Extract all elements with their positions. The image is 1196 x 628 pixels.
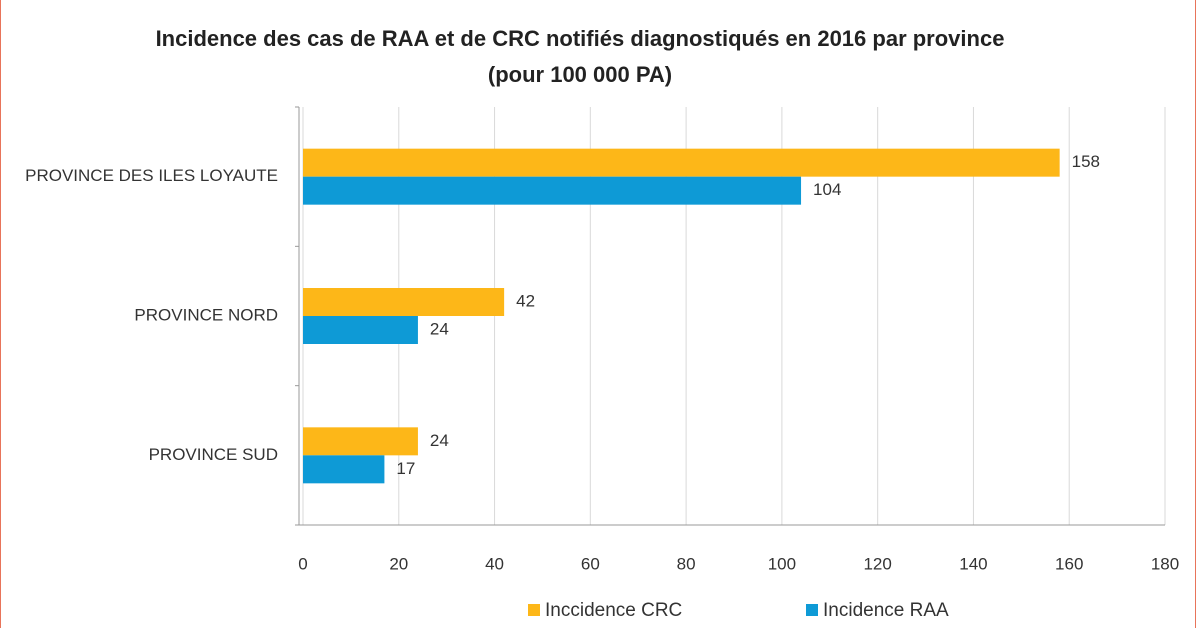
data-label: 158 xyxy=(1072,152,1100,171)
y-tick-label: PROVINCE SUD xyxy=(149,445,278,464)
chart-subtitle: (pour 100 000 PA) xyxy=(488,62,672,87)
bar xyxy=(303,148,1060,177)
bar xyxy=(303,316,418,344)
x-tick-label: 60 xyxy=(581,554,600,573)
x-tick-label: 120 xyxy=(863,554,891,573)
x-tick-label: 40 xyxy=(485,554,504,573)
legend-swatch xyxy=(806,604,818,616)
x-tick-label: 80 xyxy=(677,554,696,573)
bar xyxy=(303,288,505,316)
legend-swatch xyxy=(528,604,540,616)
x-tick-label: 0 xyxy=(298,554,307,573)
bar xyxy=(303,427,418,456)
data-label: 24 xyxy=(430,431,449,450)
data-label: 42 xyxy=(516,291,535,310)
x-tick-label: 180 xyxy=(1151,554,1179,573)
y-tick-label: PROVINCE DES ILES LOYAUTE xyxy=(25,166,278,185)
x-tick-label: 160 xyxy=(1055,554,1083,573)
data-label: 104 xyxy=(813,180,841,199)
x-tick-label: 140 xyxy=(959,554,987,573)
chart-title: Incidence des cas de RAA et de CRC notif… xyxy=(156,26,1005,51)
x-tick-label: 100 xyxy=(768,554,796,573)
data-label: 17 xyxy=(396,459,415,478)
bar xyxy=(303,455,385,484)
data-label: 24 xyxy=(430,319,449,338)
x-tick-label: 20 xyxy=(389,554,408,573)
y-tick-label: PROVINCE NORD xyxy=(134,305,278,324)
legend-label: Incidence RAA xyxy=(823,600,949,621)
legend-label: Inccidence CRC xyxy=(545,600,682,621)
bar xyxy=(303,176,802,205)
